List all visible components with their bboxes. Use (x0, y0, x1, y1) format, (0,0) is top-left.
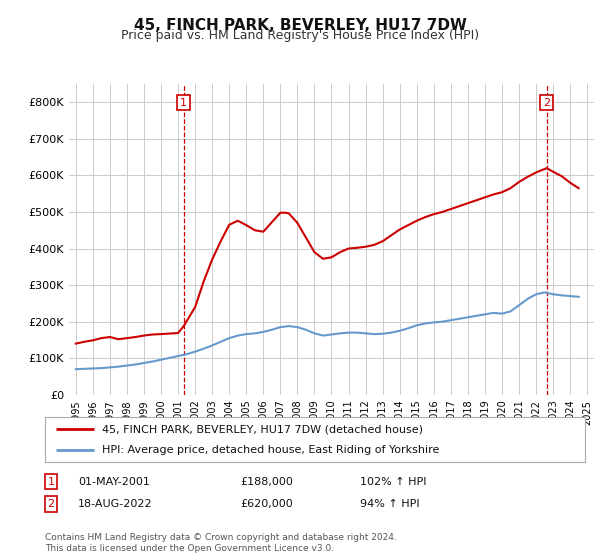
Text: 102% ↑ HPI: 102% ↑ HPI (360, 477, 427, 487)
Text: £620,000: £620,000 (240, 499, 293, 509)
Text: 1: 1 (47, 477, 55, 487)
Text: This data is licensed under the Open Government Licence v3.0.: This data is licensed under the Open Gov… (45, 544, 334, 553)
Text: 2: 2 (47, 499, 55, 509)
Text: 45, FINCH PARK, BEVERLEY, HU17 7DW (detached house): 45, FINCH PARK, BEVERLEY, HU17 7DW (deta… (101, 424, 422, 435)
Text: £188,000: £188,000 (240, 477, 293, 487)
Text: 1: 1 (180, 97, 187, 108)
Text: 18-AUG-2022: 18-AUG-2022 (78, 499, 152, 509)
Text: 2: 2 (543, 97, 550, 108)
Text: Price paid vs. HM Land Registry's House Price Index (HPI): Price paid vs. HM Land Registry's House … (121, 29, 479, 42)
Text: HPI: Average price, detached house, East Riding of Yorkshire: HPI: Average price, detached house, East… (101, 445, 439, 455)
Text: 01-MAY-2001: 01-MAY-2001 (78, 477, 150, 487)
Text: 94% ↑ HPI: 94% ↑ HPI (360, 499, 419, 509)
Text: Contains HM Land Registry data © Crown copyright and database right 2024.: Contains HM Land Registry data © Crown c… (45, 533, 397, 542)
Text: 45, FINCH PARK, BEVERLEY, HU17 7DW: 45, FINCH PARK, BEVERLEY, HU17 7DW (134, 18, 466, 33)
